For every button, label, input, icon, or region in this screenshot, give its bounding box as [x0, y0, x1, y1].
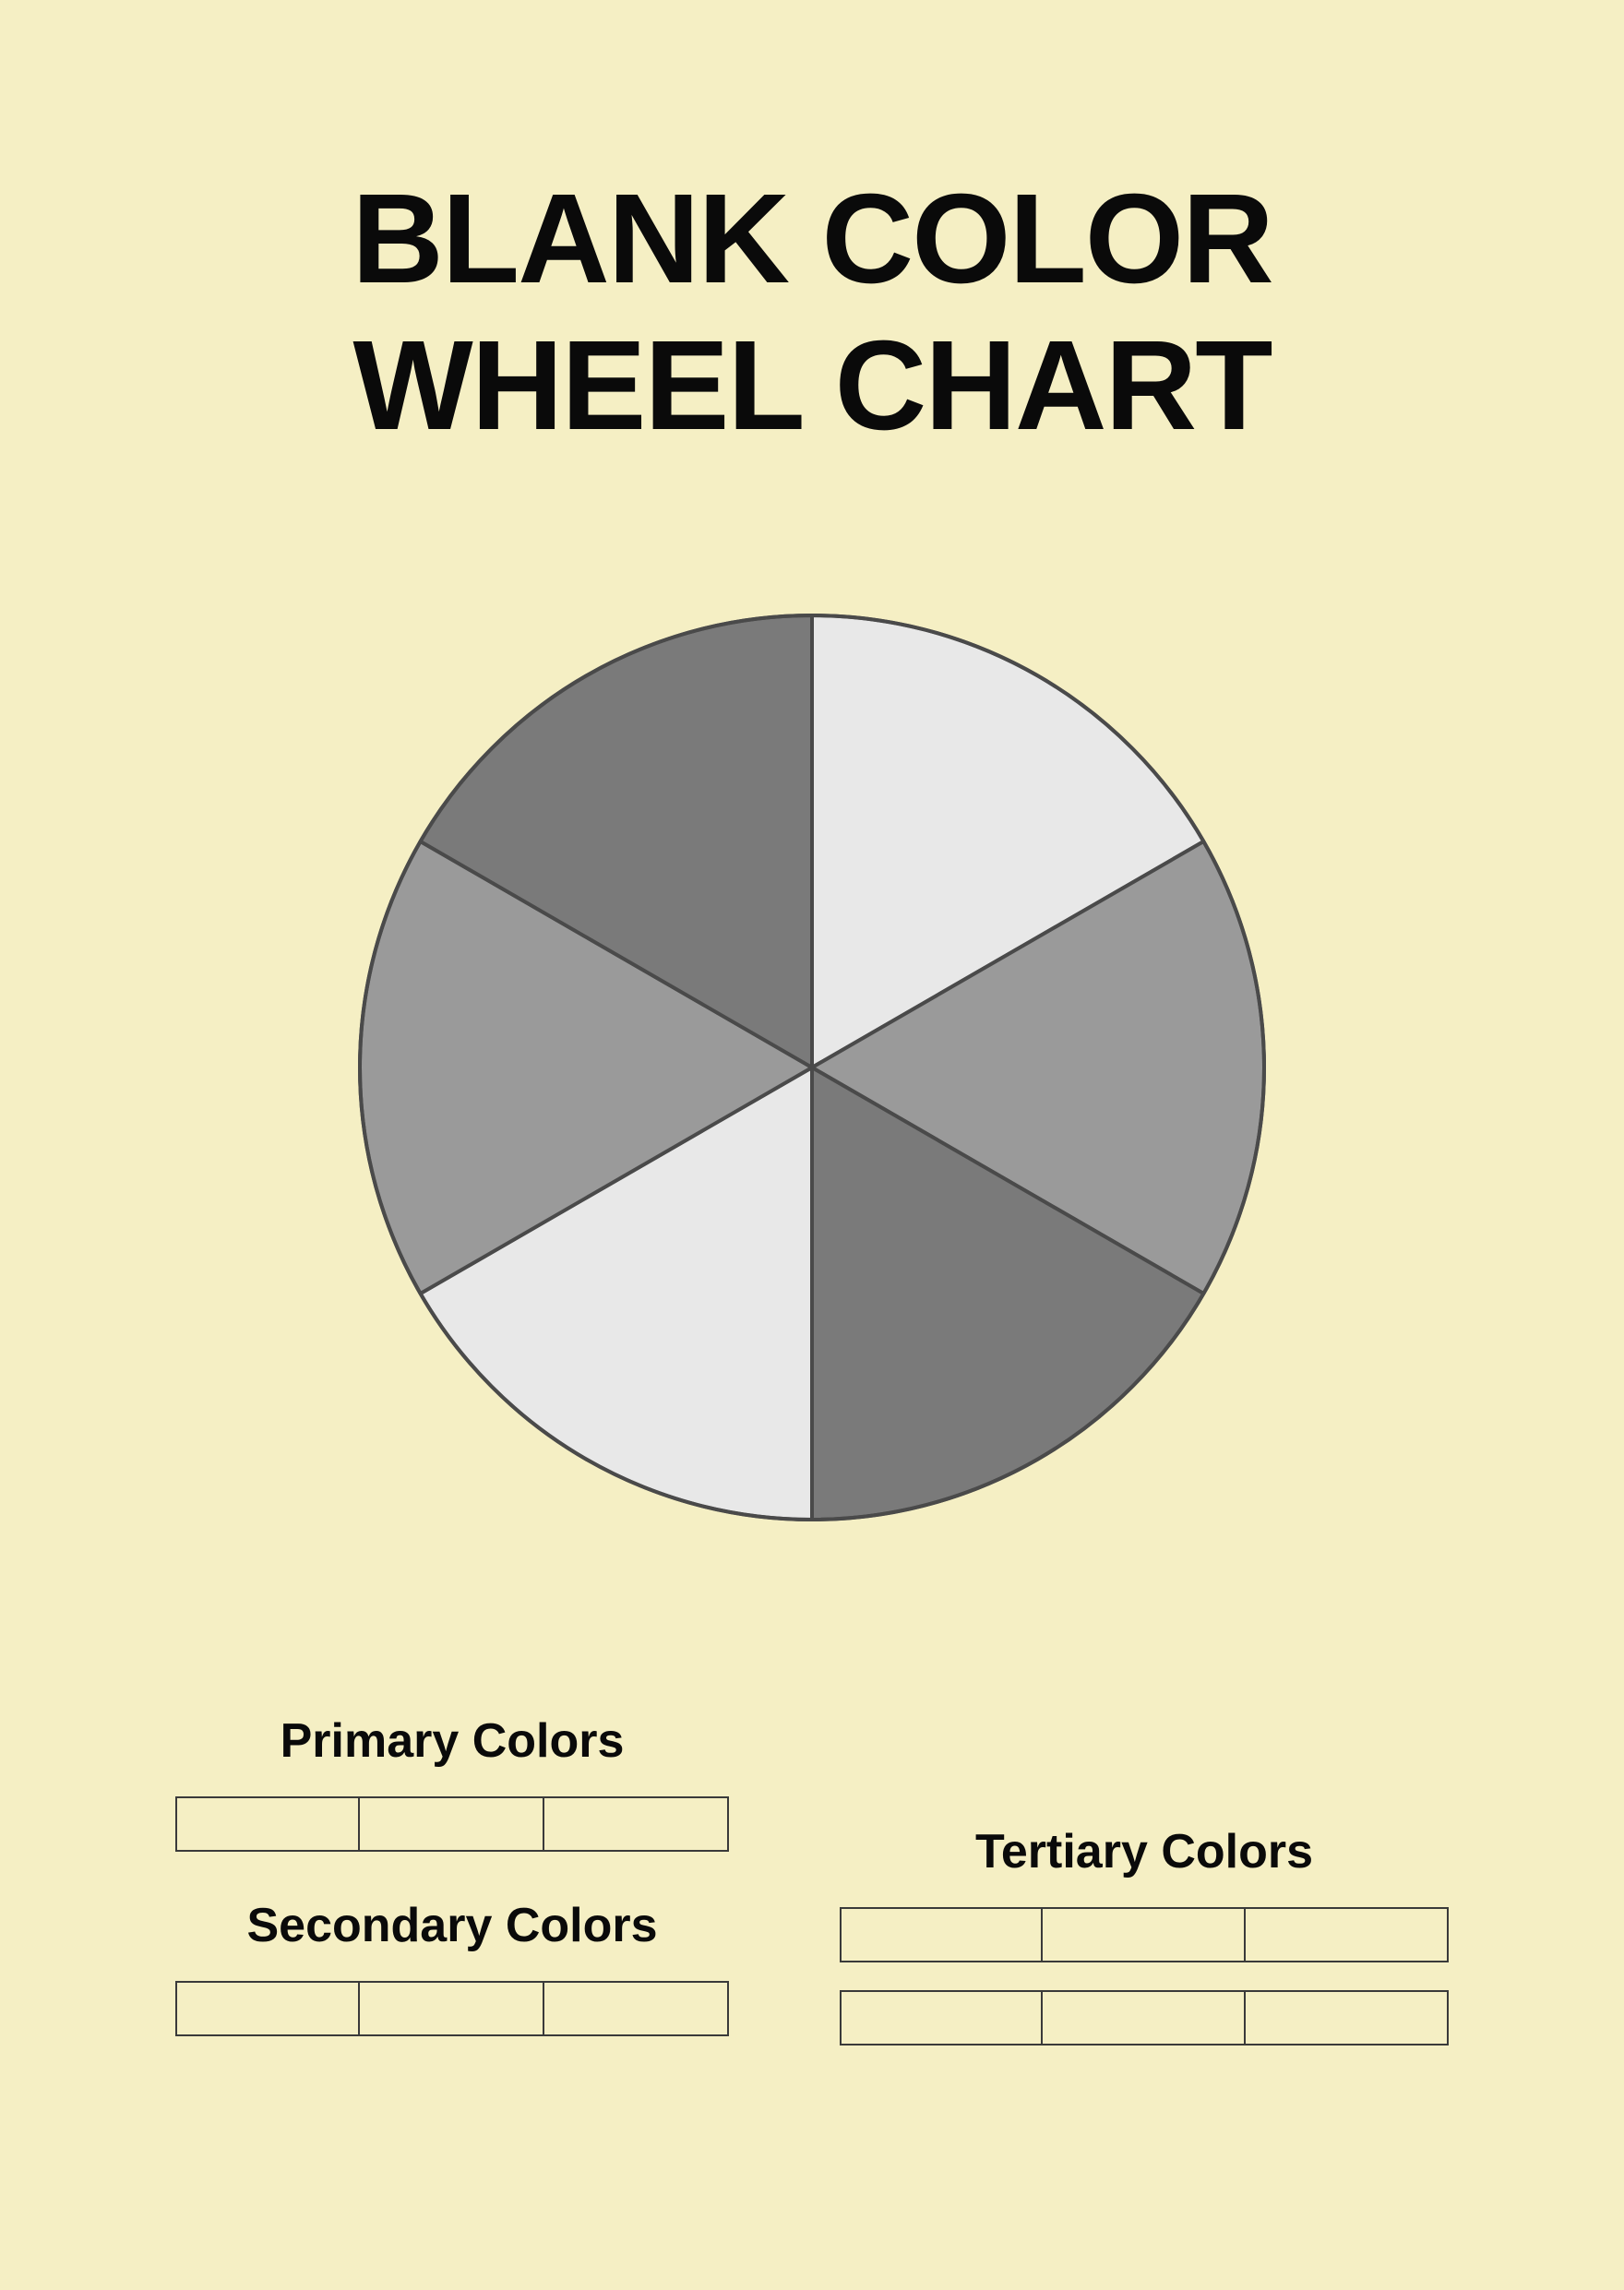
- primary-box-0-2: [544, 1796, 729, 1852]
- legend-section: Primary Colors Secondary Colors Tertiary…: [111, 1713, 1513, 2045]
- tertiary-colors-boxes: [840, 1907, 1449, 2045]
- secondary-box-0-2: [544, 1981, 729, 2036]
- tertiary-row-1: [840, 1990, 1449, 2045]
- tertiary-colors-label: Tertiary Colors: [975, 1824, 1313, 1879]
- color-wheel-chart: [351, 606, 1273, 1529]
- primary-colors-label: Primary Colors: [281, 1713, 625, 1769]
- secondary-colors-group: Secondary Colors: [175, 1898, 729, 2036]
- tertiary-box-1-1: [1043, 1990, 1246, 2045]
- secondary-row-0: [175, 1981, 729, 2036]
- tertiary-box-1-2: [1246, 1990, 1449, 2045]
- tertiary-colors-group: Tertiary Colors: [840, 1824, 1449, 2045]
- secondary-box-0-0: [175, 1981, 360, 2036]
- primary-box-0-0: [175, 1796, 360, 1852]
- primary-row-0: [175, 1796, 729, 1852]
- tertiary-box-0-0: [840, 1907, 1043, 1962]
- secondary-box-0-1: [360, 1981, 544, 2036]
- tertiary-box-0-1: [1043, 1907, 1246, 1962]
- color-wheel-container: [351, 606, 1273, 1529]
- page-title: BLANK COLOR WHEEL CHART: [111, 166, 1513, 459]
- tertiary-row-0: [840, 1907, 1449, 1962]
- legend-right-column: Tertiary Colors: [840, 1713, 1449, 2045]
- primary-colors-group: Primary Colors: [175, 1713, 729, 1852]
- legend-left-column: Primary Colors Secondary Colors: [175, 1713, 729, 2045]
- secondary-colors-label: Secondary Colors: [246, 1898, 657, 1953]
- primary-box-0-1: [360, 1796, 544, 1852]
- tertiary-box-1-0: [840, 1990, 1043, 2045]
- tertiary-box-0-2: [1246, 1907, 1449, 1962]
- page-container: BLANK COLOR WHEEL CHART Primary Colors S…: [0, 0, 1624, 2290]
